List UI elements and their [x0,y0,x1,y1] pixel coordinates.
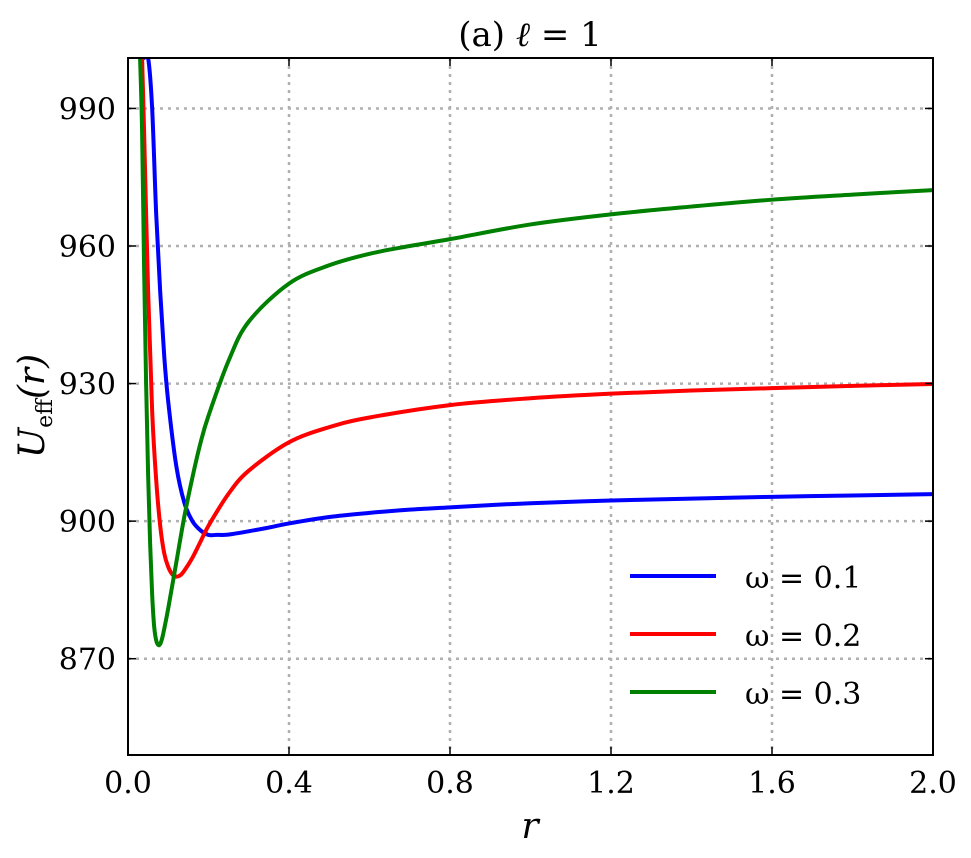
x-tick-label: 0.0 [104,766,152,801]
chart-title-prefix: (a) [458,15,516,55]
y-tick-label: 960 [59,230,116,265]
grid [128,58,933,755]
y-tick-label: 900 [59,505,116,540]
ticks: 0.0 0.4 0.8 1.2 1.6 2.0 870 900 930 960 990 [59,58,957,801]
y-tick-label: 870 [59,643,116,678]
y-tick-label: 930 [59,368,116,403]
series-layer [138,58,933,648]
y-axis-label-main: U [12,426,53,458]
series-line-3 [138,58,933,648]
y-axis-label-sub: eff [33,398,58,428]
series-line-2 [140,58,933,579]
x-tick-label: 1.2 [587,766,635,801]
legend-label: ω = 0.3 [745,677,861,712]
chart-title-suffix: = 1 [530,15,602,55]
chart-title-var: ℓ [516,15,530,55]
legend-label: ω = 0.2 [745,619,861,654]
y-tick-label: 990 [59,92,116,127]
series-line-1 [142,58,933,538]
x-tick-label: 0.8 [426,766,474,801]
chart-title: (a) ℓ = 1 [458,15,602,55]
x-tick-label: 0.4 [265,766,313,801]
y-axis-label-arg: (r) [12,354,53,399]
x-tick-label: 1.6 [748,766,796,801]
x-tick-label: 2.0 [909,766,957,801]
plot-frame [127,57,934,756]
x-axis-label: r [521,806,540,847]
legend-label: ω = 0.1 [745,561,861,596]
legend: ω = 0.1 ω = 0.2 ω = 0.3 [630,561,861,712]
y-axis-label: Ueff(r) [12,354,58,458]
